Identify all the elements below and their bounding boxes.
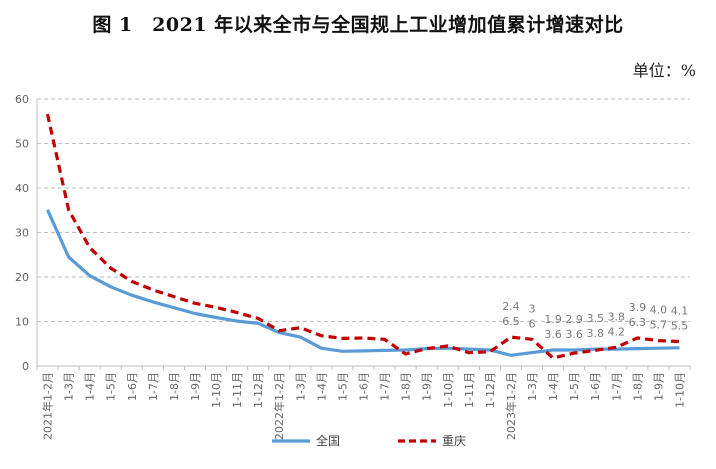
data-label: 3.6 [544,328,562,341]
y-tick-label: 0 [22,360,29,373]
data-label: 4.2 [608,325,626,338]
data-label: 5.5 [671,320,689,333]
data-label: 1.9 [544,313,562,326]
data-label: 3.6 [565,328,583,341]
x-tick-label: 1-11月 [463,372,476,408]
series-line-1 [46,209,680,357]
data-label: 3.8 [608,310,626,323]
data-label: 6.5 [502,315,520,328]
x-tick-label: 1-5月 [568,372,581,401]
x-tick-label: 1-10月 [442,372,455,408]
x-tick-label: 1-12月 [484,372,497,408]
x-tick-label: 1-3月 [526,372,539,401]
x-tick-label: 1-9月 [652,372,665,401]
x-tick-label: 1-10月 [673,372,686,408]
data-label: 5.7 [650,319,668,332]
data-label: 2.9 [565,313,583,326]
data-label: 3.5 [586,312,604,325]
x-tick-label: 1-9月 [189,372,202,401]
x-tick-label: 1-8月 [168,372,181,401]
data-label: 3.8 [586,327,604,340]
x-tick-label: 1-7月 [610,372,623,401]
x-tick-label: 1-10月 [210,372,223,408]
chart-title: 图 1 2021 年以来全市与全国规上工业增加值累计增速对比 [92,14,624,36]
y-tick-label: 40 [15,182,29,195]
x-tick-label: 1-8月 [400,372,413,401]
x-tick-label: 1-6月 [589,372,602,401]
data-label: 4.1 [671,305,689,318]
x-tick-label: 2023年1-2月 [504,372,518,440]
y-tick-label: 30 [15,227,29,240]
x-tick-label: 1-4月 [547,372,560,401]
x-tick-label: 1-9月 [421,372,434,401]
x-tick-label: 2021年1-2月 [41,372,55,440]
data-label: 6.3 [629,316,647,329]
x-tick-label: 1-4月 [84,372,97,401]
y-tick-label: 50 [15,138,29,151]
x-tick-label: 1-3月 [63,372,76,401]
y-tick-label: 60 [15,93,29,106]
data-label: 4.0 [650,304,668,317]
x-tick-label: 1-6月 [126,372,139,401]
data-label: 3 [529,302,536,315]
x-tick-label: 1-3月 [294,372,307,401]
x-tick-label: 2022年1-2月 [272,372,286,440]
x-tick-label: 1-12月 [252,372,265,408]
x-tick-label: 1-8月 [631,372,644,401]
x-tick-label: 1-11月 [231,372,244,408]
data-label: 6 [529,317,536,330]
x-tick-label: 1-4月 [315,372,328,401]
x-tick-label: 1-5月 [336,372,349,401]
data-label: 3.9 [629,301,647,314]
x-tick-label: 1-7月 [379,372,392,401]
y-tick-label: 10 [15,316,29,329]
x-tick-label: 1-5月 [105,372,118,401]
x-tick-label: 1-7月 [147,372,160,401]
y-tick-label: 20 [15,271,29,284]
unit-label: 单位：% [632,61,696,80]
x-tick-label: 1-6月 [358,372,371,401]
legend-label-2: 重庆 [442,434,466,448]
series-line-2 [45,113,680,360]
legend-label-1: 全国 [316,433,340,448]
data-label: 2.4 [502,300,520,313]
